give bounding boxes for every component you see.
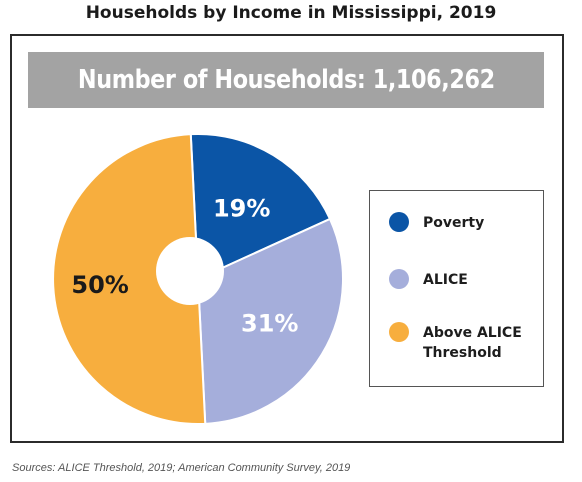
legend-swatch-poverty [389,212,409,232]
legend-label-alice: ALICE [423,272,468,288]
legend-item-poverty: Poverty [389,212,538,233]
households-banner: Number of Households: 1,106,262 [28,52,544,108]
pie-slice-poverty [189,133,332,281]
pie-label-above-alice: 50% [71,271,128,299]
pie-label-alice: 31% [241,310,298,338]
legend-label-poverty: Poverty [423,215,485,231]
pie-label-poverty: 19% [213,194,270,222]
chart-frame: Number of Households: 1,106,262 19% 31% 50… [10,34,564,443]
pie-chart: 19% 31% 50% [52,133,344,425]
chart-title: Households by Income in Mississippi, 201… [85,3,497,23]
legend-item-above-alice: Above ALICE Threshold [389,322,538,363]
legend-item-alice: ALICE [389,269,538,290]
pie-slice-alice [196,217,344,425]
legend-swatch-above-alice [389,322,409,342]
pie-slice-above-alice [52,133,207,425]
households-banner-text: Number of Households: 1,106,262 [77,65,495,95]
source-note: Sources: ALICE Threshold, 2019; American… [12,462,351,474]
legend: Poverty ALICE Above ALICE Threshold [369,190,544,387]
legend-label-above-alice: Above ALICE Threshold [423,325,522,361]
legend-swatch-alice [389,269,409,289]
pie-center-hole [156,237,224,305]
